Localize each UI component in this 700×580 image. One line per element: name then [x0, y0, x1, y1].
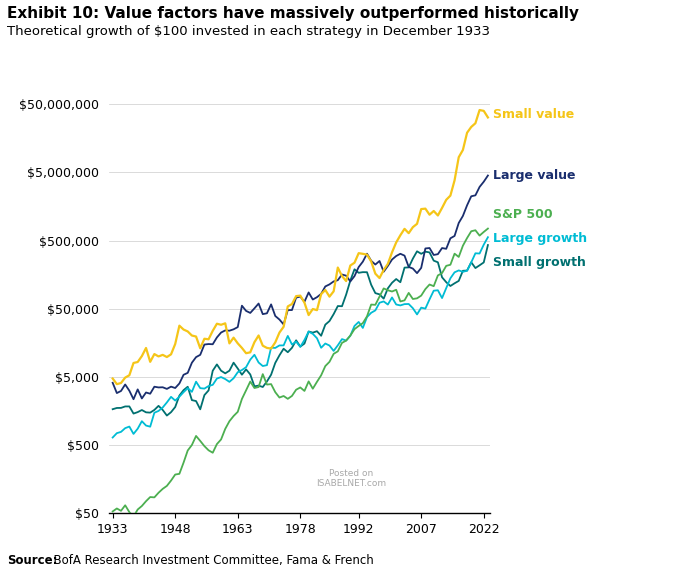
Text: Posted on
ISABELNET.com: Posted on ISABELNET.com: [316, 469, 386, 488]
Text: Small growth: Small growth: [493, 256, 586, 269]
Text: S&P 500: S&P 500: [493, 208, 552, 221]
Text: BofA Research Investment Committee, Fama & French: BofA Research Investment Committee, Fama…: [46, 554, 373, 567]
Text: Exhibit 10: Value factors have massively outperformed historically: Exhibit 10: Value factors have massively…: [7, 6, 579, 21]
Text: Large value: Large value: [493, 169, 575, 182]
Text: Large growth: Large growth: [493, 232, 587, 245]
Text: Source:: Source:: [7, 554, 57, 567]
Text: Small value: Small value: [493, 108, 574, 121]
Text: Theoretical growth of $100 invested in each strategy in December 1933: Theoretical growth of $100 invested in e…: [7, 25, 490, 38]
